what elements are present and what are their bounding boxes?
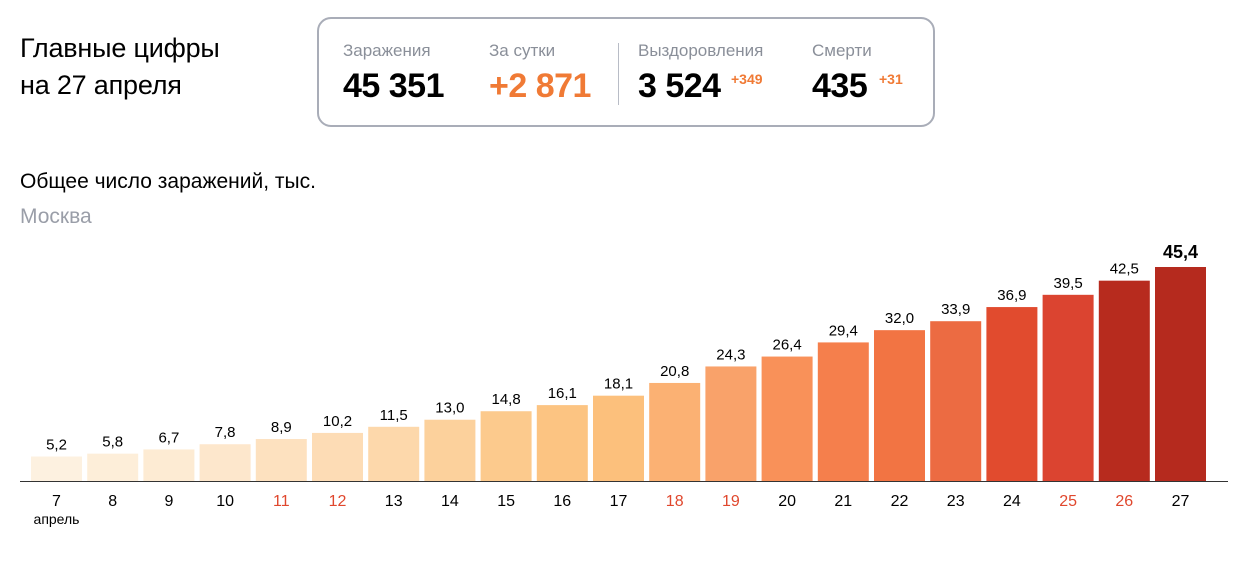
x-tick-label: 9 [164,493,173,510]
headline-line-2: на 27 апреля [20,70,182,100]
headline-line-1: Главные цифры [20,33,220,63]
x-tick-label: 22 [891,493,909,510]
bar [593,395,644,481]
value-label: 10,2 [323,413,352,430]
value-label: 5,2 [46,436,67,453]
value-label: 32,0 [885,310,914,327]
bar [649,382,701,481]
value-label: 8,9 [271,419,292,436]
x-tick-label: 17 [610,493,628,510]
value-label: 6,7 [158,429,179,446]
value-label: 18,1 [604,376,633,393]
value-label: 5,8 [102,434,123,451]
value-label: 11,5 [380,407,408,424]
value-label: 14,8 [491,391,520,408]
x-tick-label: 12 [329,493,347,510]
stat-daily-value: +2 871 [489,67,591,105]
value-label: 20,8 [660,363,689,380]
bar [143,449,195,481]
x-tick-label: 11 [273,493,290,510]
value-label: 26,4 [772,337,801,354]
bar [87,453,139,481]
value-label: 42,5 [1110,261,1139,278]
value-label: 29,4 [829,322,858,339]
x-tick-label: 26 [1115,493,1133,510]
stat-deaths-delta: +31 [879,71,903,87]
value-label: 16,1 [548,385,577,402]
headline: Главные цифры на 27 апреля [20,30,220,104]
value-label: 36,9 [997,287,1026,304]
bar [874,330,925,481]
month-label: апрель [34,511,80,527]
bar [1098,280,1150,481]
bar [1042,294,1094,481]
value-label: 39,5 [1053,275,1082,292]
stat-infections-value: 45 351 [343,67,445,105]
bar [255,439,307,481]
x-tick-label: 25 [1059,493,1077,510]
value-label: 7,8 [215,424,236,441]
chart-title: Общее число заражений, тыс. [20,170,316,193]
stat-infections: Заражения 45 351 [343,41,445,105]
stat-recovered-delta: +349 [731,71,763,87]
x-tick-label: 14 [441,493,459,510]
bar [480,411,532,481]
stat-deaths-value: 435 [812,67,868,105]
x-tick-label: 24 [1003,493,1021,510]
x-tick-label: 13 [385,493,403,510]
x-tick-label: 16 [553,493,571,510]
stat-daily-label: За сутки [489,41,556,60]
x-tick-label: 23 [947,493,965,510]
bar [199,444,251,481]
stat-daily: За сутки +2 871 [489,41,591,105]
bar [312,432,363,481]
bar [817,342,869,481]
stat-deaths-label: Смерти [812,41,872,60]
x-tick-label: 18 [666,493,684,510]
value-label: 24,3 [716,346,745,363]
x-tick-label: 15 [497,493,515,510]
x-tick-label: 20 [778,493,796,510]
value-label: 45,4 [1163,242,1198,262]
stat-recovered: Выздоровления 3 524 +349 [638,41,764,105]
x-tick-label: 19 [722,493,740,510]
x-tick-label: 7 [52,493,61,510]
stat-infections-label: Заражения [343,41,431,60]
x-tick-label: 21 [834,493,852,510]
chart-subtitle: Москва [20,205,92,228]
x-tick-label: 27 [1172,493,1190,510]
bar [930,321,982,481]
stats-card: Заражения 45 351 За сутки +2 871 Выздоро… [317,17,935,127]
stats-divider [618,43,619,105]
bar [424,419,476,481]
stat-deaths: Смерти 435 +31 [812,41,903,105]
bar [368,426,420,481]
bar [761,356,813,481]
stat-recovered-label: Выздоровления [638,41,764,60]
x-tick-label: 10 [216,493,234,510]
bar [1155,267,1206,481]
bar [31,456,82,481]
x-tick-label: 8 [108,493,117,510]
bar [536,405,588,481]
stat-recovered-value: 3 524 [638,67,721,105]
value-label: 33,9 [941,301,970,318]
value-label: 13,0 [435,400,464,417]
bar [705,366,757,481]
bar [986,307,1038,481]
